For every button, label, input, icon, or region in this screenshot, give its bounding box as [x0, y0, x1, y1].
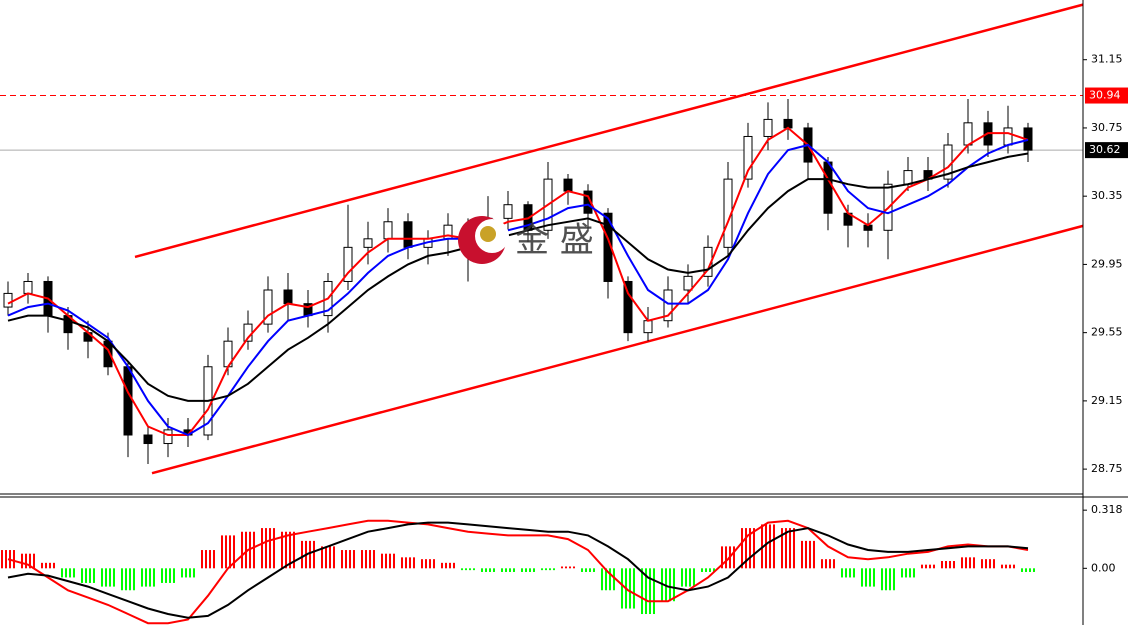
y-tick-label: 31.15 [1091, 53, 1123, 66]
candle-body [903, 170, 913, 185]
candle-body [3, 292, 13, 308]
candle-body [663, 289, 673, 322]
moving-average [7, 138, 1029, 437]
candle-body [143, 434, 153, 445]
candle-body [123, 366, 133, 436]
trendline [134, 3, 1084, 259]
y-tick-label: 0.318 [1091, 503, 1123, 516]
plot-layer [0, 3, 1084, 625]
price-label-box [1085, 87, 1128, 104]
candle-body [763, 118, 773, 137]
y-tick-label: 28.75 [1091, 462, 1123, 475]
candle-body [283, 289, 293, 305]
macd-line [7, 519, 1029, 625]
candle-body [343, 246, 353, 282]
y-tick-label: 29.95 [1091, 257, 1123, 270]
candle-body [583, 190, 593, 214]
price-label-box [1085, 142, 1128, 159]
y-tick-label: 29.55 [1091, 326, 1123, 339]
watermark: 金 盛 [515, 221, 594, 261]
y-tick-label: 29.15 [1091, 394, 1123, 407]
candle-body [683, 275, 693, 291]
candle-body [823, 161, 833, 214]
candle-body [563, 178, 573, 192]
y-tick-label: 30.35 [1091, 189, 1123, 202]
candle-body [363, 238, 373, 248]
candle-body [623, 280, 633, 334]
candle-body [263, 289, 273, 325]
price-label: 30.94 [1089, 89, 1121, 102]
candle-body [503, 204, 513, 219]
candle-body [403, 221, 413, 248]
moving-average [7, 152, 1029, 402]
candle-body [743, 135, 753, 180]
candle-body [643, 320, 653, 334]
candle-body [23, 280, 33, 294]
candle-body [163, 429, 173, 445]
moving-average [7, 126, 1029, 436]
candle-body [1003, 127, 1013, 146]
y-tick-label: 30.75 [1091, 121, 1123, 134]
price-label: 30.62 [1089, 143, 1121, 156]
candle-body [783, 118, 793, 129]
macd-line [7, 521, 1029, 619]
trendline [151, 224, 1084, 475]
watermark-logo [458, 216, 509, 264]
candle-body [383, 221, 393, 240]
candle-body [963, 122, 973, 146]
y-tick-label: 0.00 [1091, 561, 1116, 574]
